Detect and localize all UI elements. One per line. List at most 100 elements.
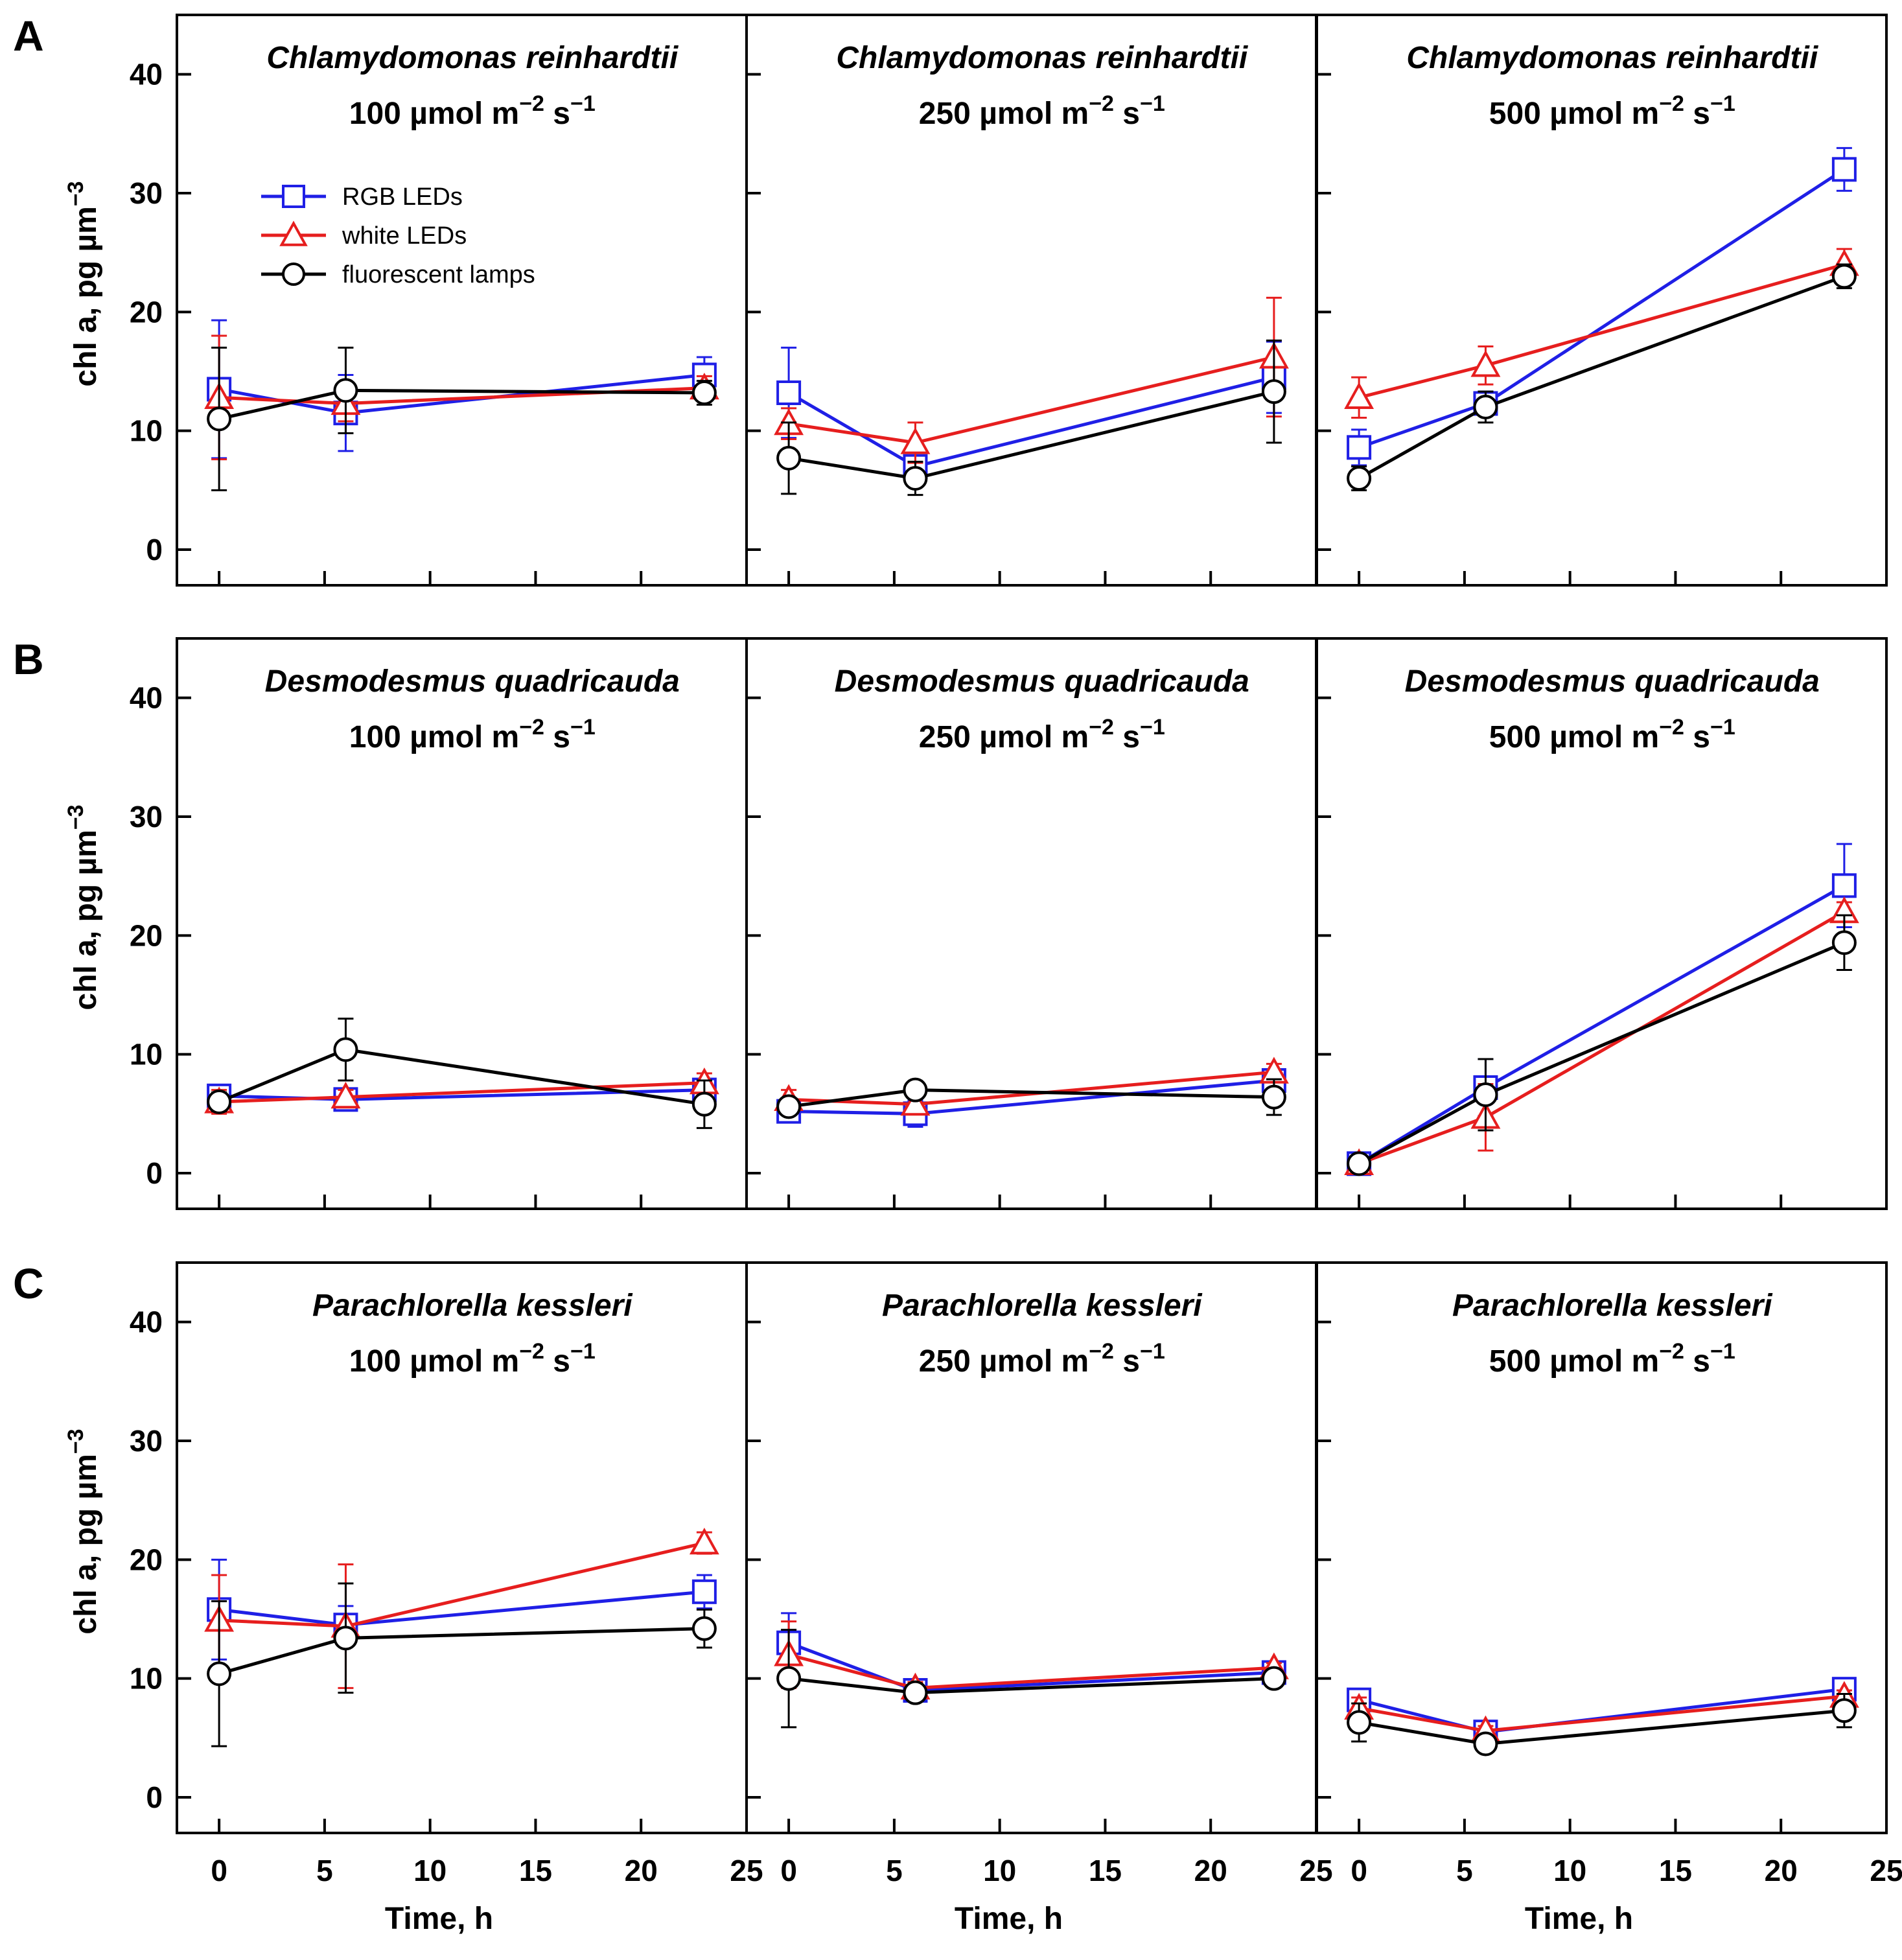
series-fluor [1347,914,1857,1176]
x-tick-label: 0 [1351,1854,1367,1887]
panel-species-title: Desmodesmus quadricauda [835,664,1249,699]
superscript: −1 [570,1339,596,1364]
panel-species-title: Parachlorella kessleri [882,1289,1203,1323]
x-tick-label: 10 [413,1854,447,1887]
panel-A-250: Chlamydomonas reinhardtii 250 µmol m−2 s−… [745,14,1317,587]
panel-A-100: 0 10 20 30 40 Chlamydomonas reinhardtii 100 µm… [130,14,748,587]
unit-text: 500 µmol m [1489,97,1659,131]
y-axis-title-text: chl a, pg µm [69,206,103,386]
data-point-circle [903,1077,928,1102]
y-axis-title-sup: −3 [64,181,88,206]
y-tick-label: 30 [130,1424,163,1458]
y-axis-title: chl a, pg µm−3 [64,804,103,1010]
data-point-square [1831,873,1857,898]
y-tick-label: 40 [130,1305,163,1339]
series-white [1344,248,1859,419]
x-tick-label: 20 [625,1854,658,1887]
unit-text: 250 µmol m [919,720,1089,754]
panel-intensity-title: 250 µmol m−2 s−1 [919,1339,1165,1379]
data-point-triangle [1344,382,1374,409]
unit-text: s [544,1344,570,1379]
panel-species-title: Parachlorella kessleri [1452,1289,1773,1323]
panel-species-title: Chlamydomonas reinhardtii [266,41,678,75]
series-rgb [776,340,1286,485]
series-line [788,1641,1275,1692]
panel-species-title: Desmodesmus quadricauda [1405,664,1820,699]
y-tick-label: 30 [130,800,163,834]
data-point-circle [333,378,358,403]
panel-B-500: Desmodesmus quadricauda 500 µmol m−2 s−1 [1316,637,1888,1210]
unit-text: s [1684,720,1710,754]
y-tick-label: 20 [130,1543,163,1576]
series-line [1358,941,1845,1165]
unit-text: 500 µmol m [1489,1344,1659,1379]
series-fluor [776,1629,1286,1729]
series-fluor [207,1582,717,1747]
series-fluor [207,1018,717,1129]
data-point-circle [207,406,232,432]
superscript: −2 [1089,91,1114,116]
superscript: −2 [519,91,544,116]
unit-text: s [544,720,570,754]
panel-letter: B [13,635,44,683]
y-tick-label: 10 [130,414,163,448]
superscript: −1 [1710,91,1735,116]
data-point-square [1347,435,1372,460]
x-tick-label: 5 [316,1854,333,1887]
data-point-circle [1347,1710,1372,1735]
data-point-circle [1473,1731,1498,1756]
series-line [1358,1687,1845,1734]
series-white [204,1527,719,1689]
data-point-circle [691,1616,717,1641]
superscript: −2 [519,715,544,740]
data-point-circle [1473,1082,1498,1107]
panel-B-250: Desmodesmus quadricauda 250 µmol m−2 s−1 [745,637,1317,1210]
data-point-triangle [900,1088,931,1116]
unit-text: 250 µmol m [919,1344,1089,1379]
x-tick-label: 25 [1870,1854,1902,1887]
y-tick-label: 20 [130,918,163,952]
superscript: −1 [1140,91,1165,116]
series-fluor [776,1077,1286,1119]
superscript: −1 [570,715,596,740]
panel-A-500: Chlamydomonas reinhardtii 500 µmol m−2 s−… [1316,14,1888,587]
data-point-circle [776,445,802,471]
x-tick-label: 15 [519,1854,552,1887]
y-axis-title-text: chl a, pg µm [69,830,103,1010]
panel-B-100: 0 10 20 30 40 Desmodesmus quadricauda 100 µmol… [130,637,748,1210]
series-line [218,1590,705,1627]
data-point-circle [333,1037,358,1062]
superscript: −2 [519,1339,544,1364]
panel-intensity-title: 100 µmol m−2 s−1 [349,91,596,131]
panel-intensity-title: 250 µmol m−2 s−1 [919,715,1165,754]
series-rgb [1347,843,1857,1176]
x-tick-label: 25 [1299,1854,1332,1887]
x-tick-label: 25 [730,1854,763,1887]
y-axis-title-sup: −3 [64,1429,88,1454]
data-point-circle [1831,1698,1857,1723]
series-white [1344,896,1859,1175]
series-line [218,373,705,415]
superscript: −2 [1659,1339,1684,1364]
y-tick-label: 30 [130,176,163,210]
data-point-circle [207,1090,232,1114]
y-axis-title-sup: −3 [64,804,88,830]
y-axis-title-text: chl a, pg µm [69,1454,103,1634]
x-axis-title: Time, h [1525,1902,1633,1936]
superscript: −2 [1089,1339,1114,1364]
data-point-circle [1261,379,1286,404]
y-tick-label: 0 [146,1156,163,1190]
series-rgb [1347,146,1857,467]
panel-species-title: Parachlorella kessleri [312,1289,633,1323]
panel-letter: A [13,12,44,60]
superscript: −1 [570,91,596,116]
data-point-circle [207,1661,232,1686]
data-point-circle [1261,1084,1286,1110]
data-point-triangle [900,427,931,454]
series-line [218,1627,704,1675]
y-tick-label: 10 [130,1038,163,1071]
x-tick-label: 10 [983,1854,1016,1887]
data-point-triangle [331,1081,361,1109]
panel-C-250: 0 5 10 15 20 25 Time, h Parachlorella kessleri 2… [745,1261,1333,1936]
unit-text: s [1114,97,1140,131]
